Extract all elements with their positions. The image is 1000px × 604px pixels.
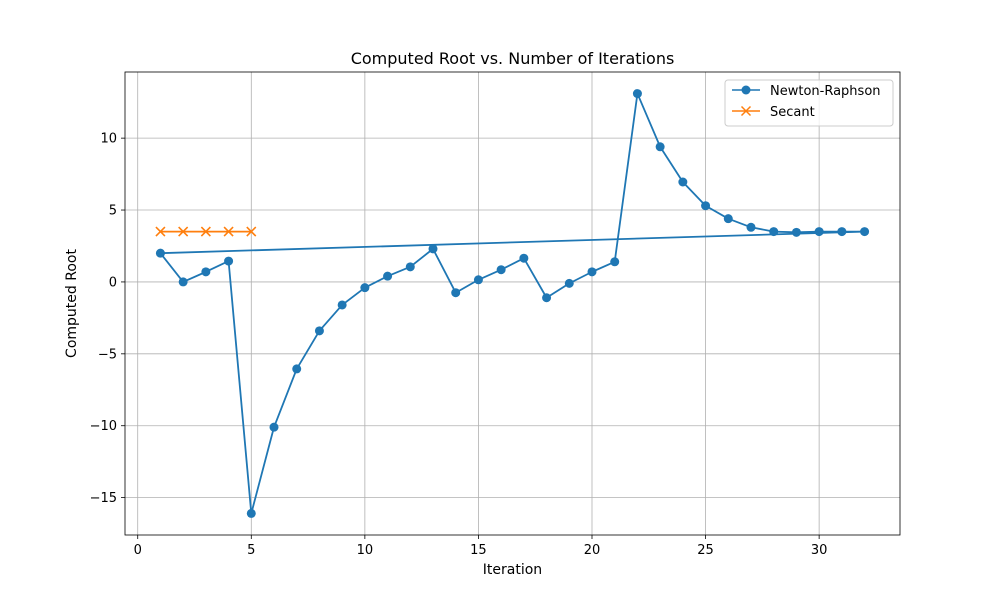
newton-point xyxy=(451,288,461,298)
secant-point xyxy=(246,226,257,237)
newton-point xyxy=(837,227,847,237)
y-tick-label: −5 xyxy=(98,347,117,362)
newton-point xyxy=(428,244,438,254)
y-tick-label: 10 xyxy=(100,132,117,147)
newton-point xyxy=(723,214,733,224)
newton-point xyxy=(655,142,665,152)
x-tick-label: 15 xyxy=(470,543,487,558)
x-tick-label: 0 xyxy=(134,543,142,558)
newton-point xyxy=(678,177,688,187)
newton-point xyxy=(405,262,415,272)
newton-point xyxy=(314,326,324,336)
legend: Newton-Raphson Secant xyxy=(724,79,894,127)
newton-point xyxy=(587,267,597,277)
newton-point xyxy=(155,248,165,258)
newton-point xyxy=(746,222,756,232)
newton-point xyxy=(473,275,483,285)
newton-point xyxy=(496,265,506,275)
newton-return-line xyxy=(160,230,865,255)
newton-point xyxy=(791,227,801,237)
newton-point xyxy=(360,283,370,293)
newton-point xyxy=(564,278,574,288)
newton-point xyxy=(269,422,279,432)
newton-point xyxy=(814,227,824,237)
chart-title: Computed Root vs. Number of Iterations xyxy=(351,49,675,68)
legend-label-newton: Newton-Raphson xyxy=(770,84,881,99)
newton-point xyxy=(701,201,711,211)
x-tick-label: 25 xyxy=(697,543,714,558)
x-tick-label: 30 xyxy=(811,543,828,558)
x-axis-label: Iteration xyxy=(483,562,542,578)
newton-point xyxy=(178,277,188,287)
newton-point xyxy=(632,89,642,99)
legend-label-secant: Secant xyxy=(770,105,815,120)
series-layer xyxy=(155,89,870,518)
y-axis-label: Computed Root xyxy=(64,249,80,358)
secant-point xyxy=(223,226,234,237)
newton-point xyxy=(542,293,552,303)
y-tick-label: 0 xyxy=(109,275,117,290)
secant-point xyxy=(178,226,189,237)
newton-point xyxy=(246,508,256,518)
x-tick-label: 5 xyxy=(247,543,255,558)
newton-point xyxy=(519,253,529,263)
newton-line xyxy=(159,92,865,515)
newton-point xyxy=(337,300,347,310)
ticks: 0 5 10 15 20 25 30 −15 −10 −5 0 5 10 xyxy=(90,132,828,558)
y-tick-label: −15 xyxy=(90,491,117,506)
newton-point xyxy=(201,267,211,277)
y-tick-label: 5 xyxy=(109,204,117,219)
y-tick-label: −10 xyxy=(90,419,117,434)
axes-frame xyxy=(124,71,901,536)
newton-point xyxy=(610,257,620,267)
secant-point xyxy=(155,226,166,237)
legend-secant-marker xyxy=(740,105,752,117)
newton-point xyxy=(383,271,393,281)
newton-point xyxy=(292,364,302,374)
newton-point xyxy=(860,227,870,237)
x-tick-label: 20 xyxy=(584,543,601,558)
secant-point xyxy=(200,226,211,237)
legend-box xyxy=(724,79,894,127)
legend-newton-marker xyxy=(741,85,751,95)
x-tick-label: 10 xyxy=(357,543,374,558)
newton-point xyxy=(769,227,779,237)
newton-point xyxy=(224,256,234,266)
grid xyxy=(125,72,900,535)
